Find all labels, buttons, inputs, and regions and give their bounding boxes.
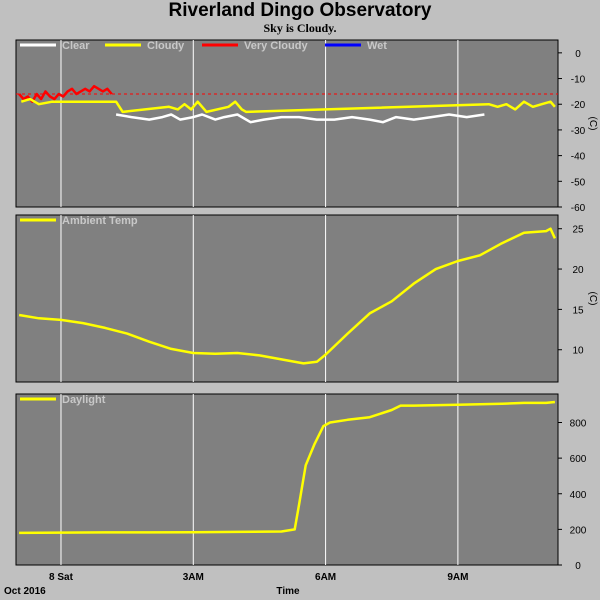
y-tick-label: -20 [571, 100, 586, 111]
y-tick-label: 400 [570, 490, 587, 501]
panel-2-background [15, 393, 559, 566]
series-clear [115, 113, 485, 124]
legend-label-very-cloudy: Very Cloudy [244, 40, 308, 52]
series-ambient-temp [18, 227, 557, 365]
y-tick-label: 10 [572, 346, 584, 357]
legend-label-ambient-temp: Ambient Temp [62, 215, 138, 227]
y-tick-label: 0 [575, 561, 581, 572]
y-tick-label: -40 [571, 152, 586, 163]
x-tick-label: 3AM [183, 572, 204, 583]
x-tick-label: 8 Sat [49, 572, 74, 583]
y-tick-label: 15 [572, 305, 584, 316]
series-very-cloudy [18, 84, 113, 103]
legend-label-cloudy: Cloudy [147, 40, 185, 52]
panel-1-background [15, 214, 559, 383]
y-tick-label: 200 [570, 525, 587, 536]
y-axis-unit: (C) [587, 117, 598, 131]
y-tick-label: 20 [572, 265, 584, 276]
y-tick-label: 25 [572, 225, 584, 236]
y-axis-unit: (C) [587, 292, 598, 306]
x-axis-title: Time [276, 586, 300, 597]
legend-label-wet: Wet [367, 40, 387, 52]
legend-label-clear: Clear [62, 40, 90, 52]
panel-0-background [15, 39, 559, 208]
series-cloudy [20, 97, 556, 114]
y-tick-label: -60 [571, 203, 586, 214]
x-tick-label: 9AM [447, 572, 468, 583]
x-tick-label: 6AM [315, 572, 336, 583]
y-tick-label: -10 [571, 75, 586, 86]
chart-title: Riverland Dingo Observatory [168, 0, 432, 21]
legend-label-daylight: Daylight [62, 394, 106, 406]
y-tick-label: 800 [570, 419, 587, 430]
sky-status: Sky is Cloudy. [263, 21, 337, 35]
y-tick-label: -50 [571, 177, 586, 188]
y-tick-label: 0 [575, 49, 581, 60]
y-tick-label: 600 [570, 454, 587, 465]
x-axis-date: Oct 2016 [4, 586, 46, 597]
y-tick-label: -30 [571, 126, 586, 137]
series-daylight [19, 400, 556, 535]
